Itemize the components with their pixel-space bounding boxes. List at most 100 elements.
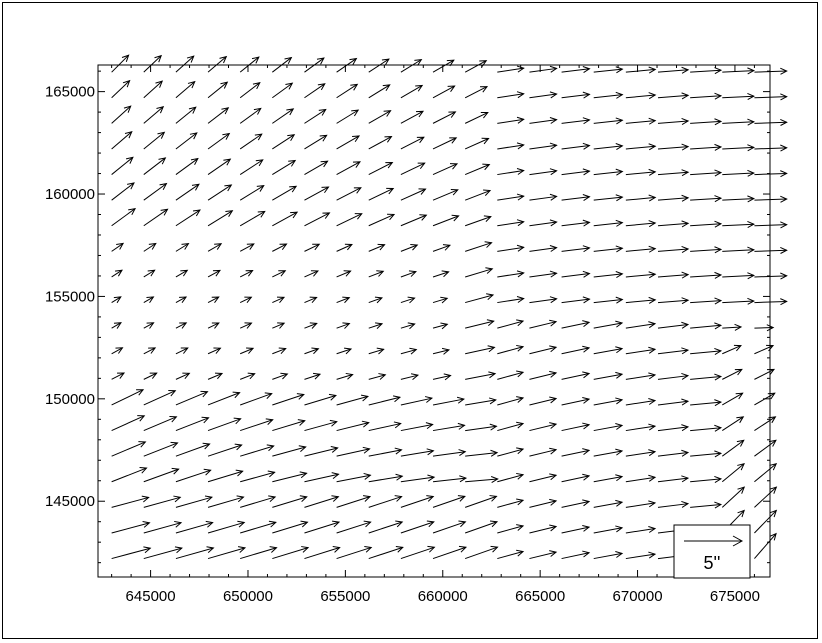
vector-arrow	[304, 472, 340, 483]
vector-arrow	[593, 448, 624, 457]
vector-arrow	[529, 142, 558, 150]
vector-arrow	[239, 270, 254, 278]
vector-arrows	[111, 54, 788, 560]
vector-arrow	[368, 545, 404, 560]
vector-arrow	[272, 546, 310, 560]
vector-arrow	[143, 208, 169, 227]
vector-arrow	[368, 322, 384, 330]
vector-arrow	[207, 417, 242, 432]
vector-arrow	[143, 495, 182, 508]
vector-arrow	[400, 188, 427, 201]
vector-arrow	[175, 243, 190, 252]
vector-arrow	[336, 495, 372, 508]
vector-arrow	[754, 344, 775, 355]
vector-arrow	[207, 495, 245, 508]
vector-arrow	[529, 345, 558, 355]
vector-arrow	[400, 296, 416, 304]
vector-arrow	[207, 107, 230, 124]
vector-arrow	[143, 269, 156, 278]
vector-arrow	[465, 397, 497, 406]
vector-arrow	[336, 57, 358, 73]
vector-arrow	[239, 107, 262, 124]
vector-arrow	[657, 424, 690, 432]
vector-arrow	[175, 296, 188, 304]
vector-arrow	[657, 245, 690, 253]
vector-arrow	[561, 524, 591, 534]
vector-arrow	[625, 346, 657, 355]
vector-arrow	[111, 242, 125, 252]
vector-arrow	[143, 415, 178, 432]
vector-arrow	[336, 187, 362, 201]
vector-arrow	[272, 495, 308, 508]
vector-arrow	[561, 499, 591, 508]
vector-arrow	[625, 194, 657, 202]
vector-arrow	[432, 422, 466, 432]
vector-arrow	[561, 296, 591, 304]
vector-arrow	[593, 397, 624, 406]
vector-arrow	[593, 194, 624, 202]
vector-arrow	[175, 106, 197, 124]
vector-arrow	[400, 322, 416, 330]
vector-arrow	[657, 194, 690, 202]
vector-arrow	[464, 545, 499, 560]
vector-arrow	[625, 143, 657, 151]
vector-arrow	[465, 476, 499, 483]
vector-arrow	[400, 136, 425, 150]
vector-arrow	[272, 372, 289, 380]
vector-arrow	[207, 296, 220, 304]
vector-arrow	[207, 210, 234, 227]
vector-arrow	[304, 419, 338, 432]
vector-arrow	[272, 445, 307, 457]
vector-arrow	[111, 521, 151, 534]
vector-arrow	[593, 423, 624, 432]
vector-arrow	[497, 116, 525, 124]
vector-arrow	[304, 372, 322, 380]
x-tick-label: 655000	[320, 588, 370, 605]
plot-area	[97, 64, 771, 578]
vector-arrow	[111, 105, 132, 124]
vector-arrow	[368, 373, 387, 380]
x-tick-label: 665000	[515, 588, 565, 605]
vector-arrow	[400, 84, 424, 99]
vector-arrow	[207, 81, 229, 99]
vector-arrow	[368, 58, 390, 73]
vector-arrow	[368, 447, 403, 457]
vector-arrow	[240, 372, 256, 380]
x-tick-label: 675000	[710, 588, 760, 605]
vector-arrow	[722, 169, 755, 177]
vector-arrow	[143, 467, 180, 483]
vector-arrow	[657, 372, 690, 380]
vector-arrow	[111, 182, 135, 201]
vector-arrow	[529, 65, 558, 73]
vector-arrow	[561, 117, 591, 125]
y-tick-label: 165000	[45, 84, 95, 101]
vector-arrow	[304, 57, 325, 73]
vector-arrow	[754, 195, 788, 203]
vector-arrow	[593, 91, 624, 99]
vector-arrow	[690, 399, 723, 407]
vector-arrow	[690, 501, 723, 509]
vector-arrow	[272, 393, 305, 406]
vector-arrow	[690, 475, 723, 483]
vector-arrow	[272, 243, 288, 252]
vector-arrow	[754, 170, 788, 178]
vector-arrow	[239, 159, 264, 175]
vector-arrow	[593, 346, 624, 355]
vector-arrow	[722, 93, 755, 100]
vector-arrow	[561, 66, 591, 73]
vector-arrow	[207, 158, 232, 175]
vector-arrow	[272, 159, 297, 175]
vector-arrow	[657, 117, 690, 125]
vector-arrow	[336, 109, 360, 124]
vector-arrow	[754, 392, 776, 406]
legend-arrow-head	[732, 535, 744, 547]
vector-arrow	[690, 195, 723, 203]
vector-arrow	[722, 118, 755, 126]
vector-arrow	[593, 168, 624, 176]
vector-arrow	[111, 441, 147, 457]
vector-arrow	[625, 66, 657, 74]
vector-arrow	[593, 66, 624, 74]
vector-arrow	[497, 65, 525, 73]
vector-arrow	[304, 83, 326, 99]
vector-arrow	[529, 370, 558, 380]
